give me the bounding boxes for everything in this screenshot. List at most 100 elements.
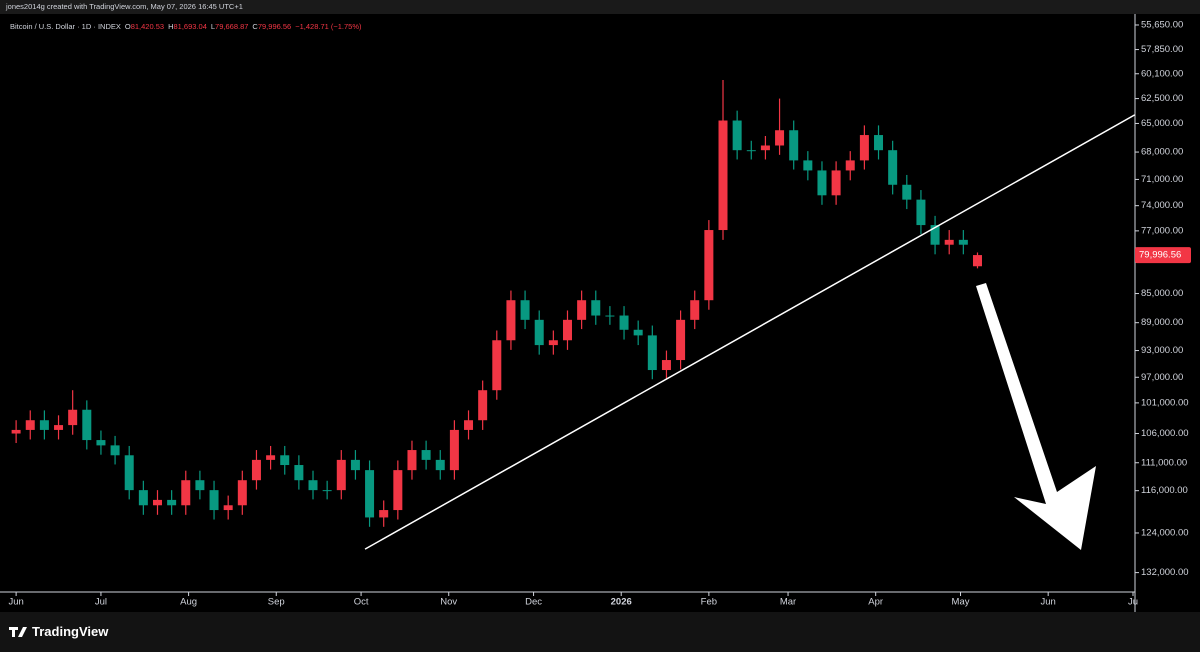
quote-text: Bitcoin / U.S. Dollar · 1D · INDEX O81,42… bbox=[10, 22, 362, 31]
candle-body bbox=[68, 409, 78, 426]
candle-body bbox=[195, 480, 205, 491]
candle-body bbox=[562, 319, 572, 341]
x-tick-label: Nov bbox=[440, 597, 457, 608]
candle-body bbox=[718, 120, 728, 231]
candle-body bbox=[944, 239, 954, 245]
quote-value: 79,668.87 bbox=[215, 22, 248, 31]
candle-body bbox=[322, 490, 332, 492]
y-tick-label: 55,650.00 bbox=[1141, 19, 1183, 30]
candle-body bbox=[478, 390, 488, 421]
candle-body bbox=[464, 420, 474, 430]
brand: TradingView bbox=[32, 624, 109, 639]
logo-mark bbox=[12, 627, 15, 637]
candle-body bbox=[506, 300, 516, 341]
candle-body bbox=[82, 409, 92, 441]
candle-body bbox=[789, 130, 799, 161]
candle-body bbox=[280, 455, 290, 466]
candle-body bbox=[548, 340, 558, 346]
y-tick-label: 124,000.00 bbox=[1141, 527, 1189, 538]
candle-body bbox=[661, 360, 671, 371]
candle-body bbox=[39, 420, 49, 430]
candle-body bbox=[534, 319, 544, 346]
candle-body bbox=[746, 150, 756, 152]
candle-body bbox=[845, 160, 855, 171]
candle-body bbox=[251, 459, 261, 481]
y-tick-label: 111,000.00 bbox=[1141, 457, 1187, 468]
x-tick-label: Aug bbox=[180, 597, 197, 608]
y-tick-label: 74,000.00 bbox=[1141, 200, 1183, 211]
candle-body bbox=[421, 450, 431, 460]
quote-header: Bitcoin / U.S. Dollar · 1D · INDEX O81,42… bbox=[10, 22, 362, 31]
candle-body bbox=[775, 130, 785, 146]
candle-body bbox=[817, 170, 827, 196]
quote-value: 81,420.53 bbox=[131, 22, 164, 31]
x-tick-label: Feb bbox=[701, 597, 717, 608]
candle-body bbox=[435, 459, 445, 471]
x-tick-label: Dec bbox=[525, 597, 542, 608]
candle-body bbox=[492, 340, 502, 391]
candle-body bbox=[647, 335, 657, 371]
candle-body bbox=[888, 150, 898, 185]
y-tick-label: 89,000.00 bbox=[1141, 317, 1183, 328]
y-tick-label: 62,500.00 bbox=[1141, 93, 1183, 104]
quote-key: L bbox=[211, 22, 215, 31]
candle-body bbox=[831, 170, 841, 196]
quote-key: O bbox=[125, 22, 131, 31]
candle-body bbox=[760, 145, 770, 151]
candle-body bbox=[520, 300, 530, 320]
candle-body bbox=[874, 135, 884, 151]
candle-body bbox=[676, 319, 686, 361]
logo-mark bbox=[18, 627, 27, 637]
quote-value: 79,996.56 bbox=[258, 22, 291, 31]
y-tick-label: 68,000.00 bbox=[1141, 147, 1183, 158]
x-tick-label: 2026 bbox=[611, 597, 632, 608]
candle-body bbox=[266, 455, 276, 460]
x-tick-label: Oct bbox=[354, 597, 369, 608]
y-tick-label: 57,850.00 bbox=[1141, 44, 1183, 55]
symbol: Bitcoin / U.S. Dollar · 1D · INDEX bbox=[10, 22, 121, 31]
candle-body bbox=[96, 440, 106, 446]
y-tick-label: 77,000.00 bbox=[1141, 225, 1183, 236]
candle-body bbox=[138, 490, 148, 506]
trendline bbox=[364, 114, 1136, 550]
candle-body bbox=[619, 315, 629, 330]
candle-body bbox=[605, 315, 615, 317]
candle-body bbox=[803, 160, 813, 171]
candle-body bbox=[167, 499, 177, 506]
candle-body bbox=[336, 459, 346, 491]
x-tick-label: May bbox=[952, 597, 970, 608]
quote-value: −1,428.71 (−1.75%) bbox=[295, 22, 362, 31]
x-tick-label: Apr bbox=[868, 597, 883, 608]
candle-body bbox=[308, 480, 318, 491]
candle-body bbox=[633, 329, 643, 336]
footer bbox=[0, 612, 1200, 652]
candle-body bbox=[732, 120, 742, 151]
quote-key: H bbox=[168, 22, 173, 31]
candle-body bbox=[294, 465, 304, 481]
x-tick-label: Jul bbox=[95, 597, 107, 608]
y-tick-label: 85,000.00 bbox=[1141, 288, 1183, 299]
y-tick-label: 116,000.00 bbox=[1141, 485, 1188, 496]
x-tick-label: Jun bbox=[1041, 597, 1056, 608]
y-tick-label: 97,000.00 bbox=[1141, 372, 1183, 383]
y-tick-label: 106,000.00 bbox=[1141, 428, 1189, 439]
candle-body bbox=[859, 135, 869, 161]
logo: TradingView bbox=[9, 624, 109, 639]
x-tick-label: Jun bbox=[8, 597, 23, 608]
candle-body bbox=[11, 429, 21, 434]
candle-body bbox=[209, 490, 219, 511]
candle-body bbox=[577, 300, 587, 320]
candle-body bbox=[393, 470, 403, 511]
candle-body bbox=[25, 420, 35, 430]
candle-body bbox=[972, 255, 982, 267]
candle-body bbox=[902, 184, 912, 200]
candle-body bbox=[223, 505, 233, 511]
x-tick-label: Mar bbox=[780, 597, 796, 608]
quote-key: C bbox=[252, 22, 258, 31]
y-tick-label: 65,000.00 bbox=[1141, 118, 1183, 129]
plot bbox=[11, 80, 1136, 550]
candle-body bbox=[110, 445, 120, 456]
candle-body bbox=[350, 459, 360, 471]
